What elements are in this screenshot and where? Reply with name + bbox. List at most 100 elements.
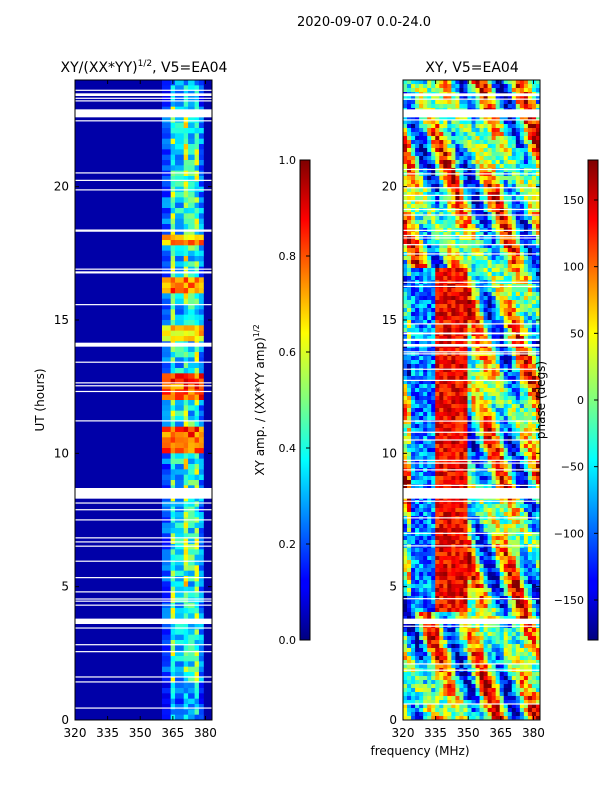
phase-cell [495, 552, 501, 557]
phase-cell [415, 448, 420, 453]
phase-cell [507, 304, 513, 309]
phase-cell [483, 264, 489, 269]
phase-cell [407, 368, 412, 373]
phase-cell [403, 124, 408, 129]
phase-cell [499, 240, 505, 245]
phase-cell [407, 244, 412, 249]
phase-cell [451, 268, 456, 273]
phase-cell [531, 260, 537, 265]
phase-cell [515, 260, 521, 265]
amplitude-cell [170, 368, 176, 374]
phase-cell [463, 232, 468, 237]
phase-cell [499, 128, 505, 133]
amplitude-cell [183, 277, 189, 284]
phase-cell [471, 272, 477, 277]
phase-cell [439, 360, 444, 365]
phase-cell [415, 272, 420, 277]
phase-cell [467, 292, 472, 297]
amplitude-cell [198, 554, 204, 561]
phase-cell [467, 256, 472, 261]
amplitude-cell [170, 581, 176, 588]
phase-cell [419, 432, 424, 437]
phase-cell [427, 380, 432, 385]
phase-cell [415, 408, 420, 413]
phase-cell [463, 96, 468, 101]
phase-cell [479, 180, 485, 185]
phase-cell [427, 232, 432, 237]
phase-cell [499, 196, 505, 201]
phase-cell [431, 264, 436, 269]
amplitude-cell [188, 272, 196, 278]
phase-cell [431, 320, 436, 325]
amplitude-cell [161, 453, 172, 460]
phase-cell [535, 484, 540, 489]
phase-cell [443, 244, 448, 249]
phase-cell [459, 168, 464, 173]
phase-cell [447, 484, 452, 489]
amplitude-cell [161, 378, 172, 385]
phase-cell [447, 420, 452, 425]
phase-cell [515, 364, 521, 369]
phase-cell [495, 204, 501, 209]
phase-cell [535, 244, 540, 249]
phase-cell [431, 240, 436, 245]
phase-cell [407, 180, 412, 185]
phase-cell [411, 184, 416, 189]
phase-cell [503, 120, 509, 125]
phase-cell [455, 188, 460, 193]
amplitude-cell [183, 645, 189, 652]
amplitude-cell [161, 688, 172, 694]
amplitude-cell [170, 533, 176, 540]
amplitude-cell [188, 154, 196, 161]
phase-cell [431, 400, 436, 405]
phase-cell [479, 276, 485, 281]
phase-cell [531, 364, 537, 369]
amplitude-cell [170, 442, 176, 449]
phase-cell [487, 232, 493, 237]
amplitude-data-gap [75, 488, 212, 499]
phase-cell [495, 536, 501, 541]
amplitude-cell [170, 101, 176, 108]
amplitude-cell [194, 677, 200, 684]
phase-cell [531, 88, 537, 93]
amplitude-x-axis: 320 335 350 365 380 [64, 80, 217, 740]
phase-cell [515, 168, 521, 173]
phase-cell [487, 340, 493, 345]
phase-cell [491, 144, 497, 149]
amplitude-cell [170, 544, 176, 550]
amplitude-cell [198, 357, 204, 364]
phase-cell [455, 444, 460, 449]
phase-cell [511, 368, 517, 373]
phase-cell [503, 212, 509, 217]
phase-cell [511, 244, 517, 249]
amplitude-cell [198, 640, 204, 646]
phase-cell [503, 428, 509, 433]
phase-cell [519, 196, 525, 201]
phase-cell [495, 104, 501, 109]
amplitude-cell [175, 410, 185, 417]
amplitude-cell [194, 613, 200, 620]
phase-cell [487, 388, 493, 393]
phase-cell [519, 176, 525, 181]
phase-cell [427, 416, 432, 421]
phase-cell [463, 204, 468, 209]
amplitude-cell [170, 554, 176, 561]
amplitude-cell [188, 645, 196, 652]
phase-cell [499, 324, 505, 329]
phase-cell [415, 80, 420, 85]
amplitude-cell [183, 293, 189, 300]
phase-cell [471, 168, 477, 173]
phase-cell [503, 548, 509, 553]
phase-cell [451, 380, 456, 385]
amplitude-cell [188, 378, 196, 385]
phase-cell [455, 356, 460, 361]
phase-cell [407, 460, 412, 465]
phase-cell [471, 324, 477, 329]
phase-cell [495, 472, 501, 477]
amplitude-cell [198, 608, 204, 614]
phase-cell [471, 80, 477, 85]
phase-cell [511, 208, 517, 213]
phase-cell [447, 132, 452, 137]
phase-cell [531, 208, 537, 213]
phase-cell [535, 304, 540, 309]
